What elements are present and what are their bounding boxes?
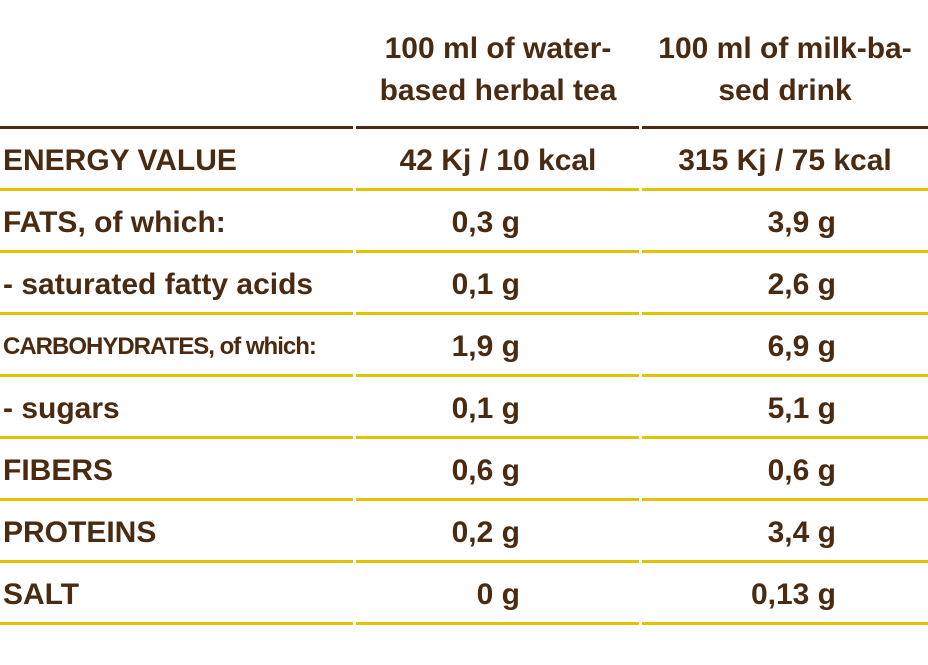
row-divider (0, 436, 353, 439)
row-label: - sugars (3, 392, 120, 425)
table-row: FIBERS 0,6 g 0,6 g (0, 439, 928, 501)
tea-value: 0,1 g (451, 268, 520, 301)
row-divider (356, 560, 639, 563)
row-divider (0, 498, 353, 501)
row-divider (356, 436, 639, 439)
row-divider (0, 188, 353, 191)
row-divider (356, 188, 639, 191)
milk-value: 3,4 g (767, 516, 836, 549)
header-tea-line1: 100 ml of water- (384, 32, 612, 65)
row-divider (0, 560, 353, 563)
milk-value: 315 Kj / 75 kcal (678, 144, 892, 177)
row-label: ENERGY VALUE (3, 144, 237, 177)
table-row: - saturated fatty acids 0,1 g 2,6 g (0, 253, 928, 315)
header-milk: 100 ml of milk-ba- sed drink (642, 28, 928, 112)
row-divider (356, 498, 639, 501)
row-label: PROTEINS (3, 516, 157, 549)
tea-value: 0 g (476, 578, 520, 611)
row-label: - saturated fatty acids (3, 268, 314, 301)
row-divider (356, 374, 639, 377)
table-row: SALT 0 g 0,13 g (0, 563, 928, 625)
header-milk-line2: sed drink (718, 74, 852, 107)
header-divider (0, 126, 353, 129)
header-tea-line2: based herbal tea (379, 74, 617, 107)
row-label: CARBOHYDRATES, of which: (3, 333, 317, 360)
row-divider (356, 622, 639, 625)
row-divider (642, 436, 928, 439)
table-row: PROTEINS 0,2 g 3,4 g (0, 501, 928, 563)
table-row: ENERGY VALUE 42 Kj / 10 kcal 315 Kj / 75 k… (0, 129, 928, 191)
row-label: SALT (3, 578, 80, 611)
tea-value: 0,1 g (451, 392, 520, 425)
milk-value: 3,9 g (767, 206, 836, 239)
header-milk-line1: 100 ml of milk-ba- (658, 32, 912, 65)
row-divider (642, 374, 928, 377)
milk-value: 2,6 g (767, 268, 836, 301)
header-divider (642, 126, 928, 129)
row-divider (642, 188, 928, 191)
tea-value: 42 Kj / 10 kcal (399, 144, 597, 177)
table-row: - sugars 0,1 g 5,1 g (0, 377, 928, 439)
row-divider (356, 312, 639, 315)
table-row: FATS, of which: 0,3 g 3,9 g (0, 191, 928, 253)
row-divider (642, 312, 928, 315)
row-divider (0, 250, 353, 253)
milk-value: 0,13 g (750, 578, 836, 611)
row-divider (0, 312, 353, 315)
tea-value: 0,2 g (451, 516, 520, 549)
milk-value: 6,9 g (767, 330, 836, 363)
milk-value: 5,1 g (767, 392, 836, 425)
row-label: FIBERS (3, 454, 114, 487)
row-label: FATS, of which: (3, 206, 226, 239)
tea-value: 1,9 g (451, 330, 520, 363)
tea-value: 0,3 g (451, 206, 520, 239)
row-divider (356, 250, 639, 253)
row-divider (0, 374, 353, 377)
row-divider (0, 622, 353, 625)
row-divider (642, 498, 928, 501)
row-divider (642, 250, 928, 253)
row-divider (642, 622, 928, 625)
tea-value: 0,6 g (451, 454, 520, 487)
milk-value: 0,6 g (767, 454, 836, 487)
table-row: CARBOHYDRATES, of which: 1,9 g 6,9 g (0, 315, 928, 377)
header-divider (356, 126, 639, 129)
header-tea: 100 ml of water- based herbal tea (356, 28, 640, 112)
row-divider (642, 560, 928, 563)
